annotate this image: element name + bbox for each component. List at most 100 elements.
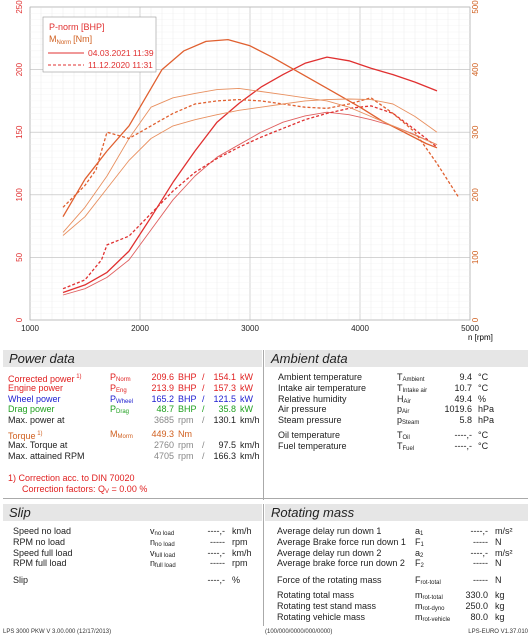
- symbol: p: [397, 404, 403, 415]
- symbol-subscript: 2: [420, 563, 424, 570]
- power-row-label: Corrected power 1): [8, 372, 82, 384]
- footer-left: LPS 3000 PKW V 3.00.000 (12/17/2013): [3, 629, 112, 635]
- rotating-value: 330.0: [465, 590, 488, 600]
- symbol-cell: mrot-total: [415, 590, 443, 603]
- symbol: v: [150, 547, 155, 558]
- value-2: 35.8: [218, 404, 236, 415]
- y-right-tick-label: 400: [471, 62, 480, 76]
- symbol-cell: Frot-total: [415, 575, 441, 588]
- value-1: 2760: [153, 439, 174, 450]
- rotating-unit: kg: [495, 600, 505, 611]
- ambient-row-label: Air pressure: [278, 404, 327, 415]
- power-row-label: Max. power at: [8, 415, 65, 425]
- symbol-cell: PEng: [110, 383, 127, 396]
- slip-row-label: RPM full load: [13, 558, 67, 569]
- y-left-tick-label: 200: [15, 62, 24, 76]
- value-2: 121.5: [213, 393, 236, 404]
- symbol-subscript: Intake air: [402, 387, 428, 394]
- rotating-value: ----,-: [470, 547, 489, 558]
- symbol-cell: mrot-dyno: [415, 601, 445, 614]
- rotating-unit: N: [495, 575, 502, 586]
- slip-title: Slip: [9, 505, 31, 520]
- x-tick-label: 4000: [351, 324, 369, 333]
- slip-unit: rpm: [232, 558, 248, 569]
- symbol-subscript: no load: [154, 531, 175, 537]
- separator: /: [202, 382, 205, 393]
- y-left-tick-label: 0: [15, 317, 24, 322]
- rotating-row-label: Average delay run down 2: [277, 547, 382, 558]
- value-2: 157.3: [213, 382, 236, 393]
- rotating-row-label: Rotating total mass: [277, 590, 355, 600]
- symbol-subscript: Eng: [116, 387, 127, 394]
- symbol: m: [415, 611, 423, 622]
- rotating-row-label: Average Brake force run down 1: [277, 536, 406, 547]
- symbol-cell: HAir: [397, 394, 411, 407]
- y-right-tick-label: 0: [471, 317, 480, 322]
- label-footnote: 1): [74, 374, 82, 380]
- y-right-tick-label: 200: [471, 188, 480, 202]
- symbol: H: [397, 393, 404, 404]
- symbol: P: [110, 393, 117, 404]
- symbol-subscript: 1: [420, 531, 424, 537]
- symbol: T: [397, 430, 403, 440]
- symbol-cell: PDrag: [110, 404, 129, 417]
- unit-2: kW: [240, 382, 253, 393]
- symbol: p: [397, 415, 403, 426]
- value-1: 449.3: [151, 429, 174, 439]
- ambient-unit: °C: [478, 372, 489, 382]
- rotating-value: -----: [473, 558, 488, 569]
- rotating-row-label: Average delay run down 1: [277, 526, 382, 536]
- unit-1: BHP: [178, 404, 197, 415]
- legend-power-label: P-norm [BHP]: [49, 22, 105, 32]
- separator: /: [202, 372, 205, 382]
- power-row-label: Max. Torque at: [8, 440, 67, 450]
- correction-note: 1) Correction acc. to DIN 70020: [8, 473, 135, 483]
- ambient-row-label: Fuel temperature: [278, 440, 347, 451]
- unit-1: BHP: [178, 382, 197, 393]
- label-text: Drag power: [8, 404, 55, 415]
- rotating-value: ----,-: [470, 526, 489, 536]
- divider-vertical-2: [263, 504, 264, 626]
- slip-value: ----,-: [207, 575, 226, 586]
- power-row-label: Torque 1): [8, 429, 43, 441]
- value-1: 4705: [153, 450, 174, 461]
- symbol: F: [415, 536, 421, 547]
- rotating-value: -----: [473, 575, 488, 586]
- label-text: Wheel power: [8, 393, 61, 404]
- symbol: F: [415, 575, 421, 586]
- unit-2: km/h: [240, 415, 260, 426]
- symbol: T: [397, 372, 403, 382]
- x-tick-label: 3000: [241, 324, 259, 333]
- separator: /: [202, 450, 205, 461]
- rotating-unit: N: [495, 536, 502, 547]
- value-1: 3685: [153, 415, 174, 426]
- symbol-cell: nfull load: [150, 558, 176, 571]
- symbol: F: [415, 558, 421, 569]
- y-right-tick-label: 300: [471, 125, 480, 139]
- unit-2: kW: [240, 404, 253, 415]
- slip-unit: %: [232, 575, 241, 586]
- label-text: Max. Torque at: [8, 439, 68, 450]
- slip-row-label: RPM no load: [13, 536, 66, 547]
- unit-2: kW: [240, 372, 253, 382]
- power-row-label: Max. attained RPM: [8, 451, 85, 461]
- rotating-unit: N: [495, 558, 502, 569]
- ambient-data-header: Ambient data: [265, 350, 528, 367]
- symbol: m: [415, 590, 423, 600]
- symbol-subscript: rot-vehicle: [422, 616, 451, 623]
- slip-unit: rpm: [232, 536, 248, 547]
- legend-torque-label: MNorm [Nm]: [49, 34, 92, 46]
- unit-2: kW: [240, 393, 253, 404]
- ambient-value: 5.8: [459, 415, 472, 426]
- symbol-cell: nno load: [150, 537, 175, 550]
- series-line-torque_low: [62, 87, 438, 233]
- series-line-power: [62, 56, 438, 294]
- legend-run1-label: 04.03.2021 11:39: [88, 48, 154, 58]
- rotating-row-label: Rotating vehicle mass: [277, 611, 366, 622]
- value-2: 154.1: [213, 372, 236, 382]
- slip-row-label: Speed no load: [13, 526, 72, 536]
- symbol-subscript: Morm: [117, 434, 133, 440]
- series-line-torque_low: [62, 98, 438, 236]
- symbol-subscript: rot-total: [420, 580, 441, 587]
- symbol-cell: pSteam: [397, 415, 419, 428]
